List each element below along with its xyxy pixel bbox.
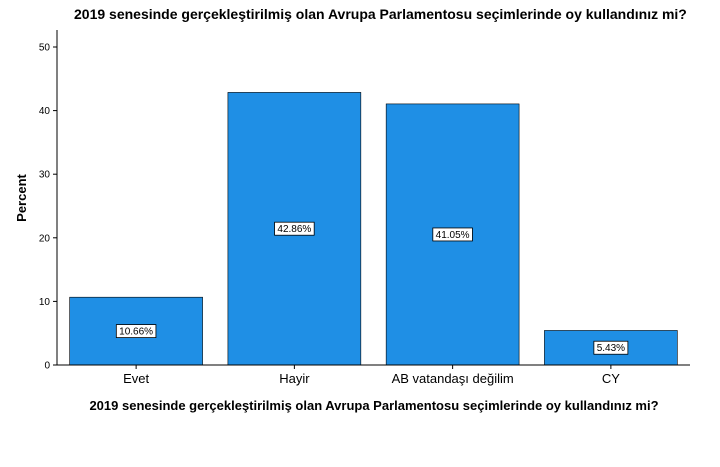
y-axis-title: Percent	[14, 173, 29, 221]
bar-4	[544, 330, 678, 366]
data-label: 10.66%	[119, 327, 153, 338]
data-label-box	[432, 227, 473, 242]
y-tick-label: 0	[44, 361, 50, 372]
chart-title: 2019 senesinde gerçekleştirilmiş olan Av…	[74, 6, 687, 22]
data-labels-group: 10.66% 42.86% 41.05% 5.43%	[115, 221, 629, 355]
x-category-label: Hayir	[279, 371, 310, 386]
data-label-box	[115, 324, 157, 339]
x-category-label: CY	[602, 371, 620, 386]
data-label-box	[274, 221, 315, 236]
y-axis-ticks: 0 10 20 30 40 50	[39, 43, 57, 372]
bars-group	[69, 92, 678, 366]
y-tick-label: 50	[39, 43, 51, 54]
data-label: 5.43%	[597, 343, 625, 354]
data-label: 41.05%	[436, 230, 470, 241]
y-tick-label: 40	[39, 106, 51, 117]
x-axis-title: 2019 senesinde gerçekleştirilmiş olan Av…	[89, 398, 658, 413]
data-label: 42.86%	[277, 224, 311, 235]
x-category-label: AB vatandaşı değilim	[392, 371, 514, 386]
data-label-box	[593, 340, 629, 355]
y-tick-label: 10	[39, 297, 51, 308]
x-axis-categories: Evet Hayir AB vatandaşı değilim CY	[123, 365, 620, 386]
y-tick-label: 20	[39, 233, 51, 244]
y-tick-label: 30	[39, 170, 51, 181]
x-category-label: Evet	[123, 371, 149, 386]
